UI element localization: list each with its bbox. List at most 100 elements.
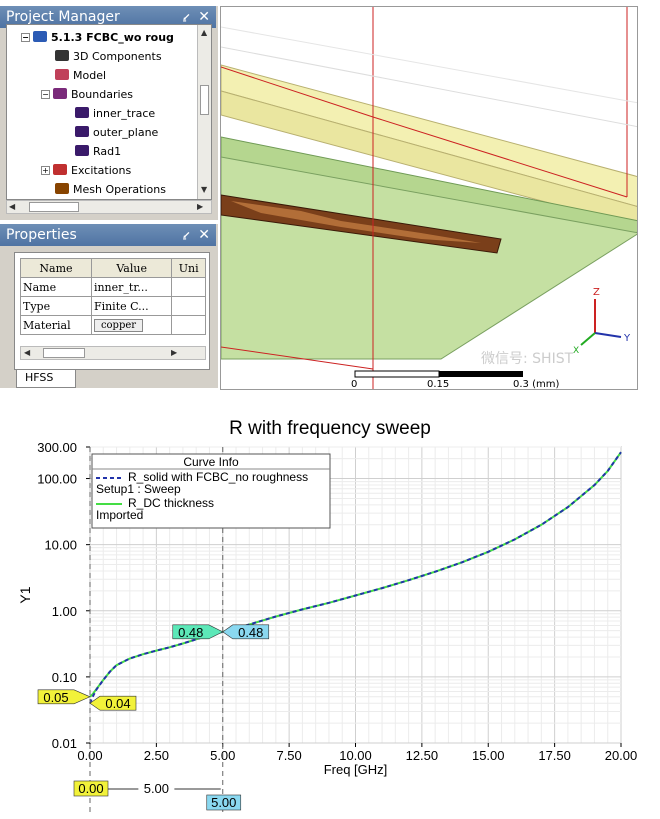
- boundaries-icon: [53, 88, 67, 99]
- legend-entry: R_solid with FCBC_no roughness: [128, 470, 308, 484]
- tab-hfss[interactable]: HFSS: [16, 370, 76, 388]
- tree-vertical-scrollbar[interactable]: ▲ ▼: [197, 25, 211, 199]
- legend-box: [91, 453, 331, 529]
- expander-icon[interactable]: −: [41, 90, 50, 99]
- x-axis-label: Freq [GHz]: [324, 762, 388, 777]
- properties-title: Properties: [6, 227, 77, 243]
- prop-name: Type: [20, 296, 92, 316]
- properties-titlebar: Properties ⭹ ✕: [0, 224, 216, 246]
- x-tick-label: 2.50: [144, 748, 169, 763]
- tree-item[interactable]: outer_plane: [75, 124, 158, 142]
- scale-tick: 0.3 (mm): [513, 379, 559, 390]
- legend-entry-sub: Imported: [96, 508, 143, 522]
- tree-item[interactable]: Model: [55, 67, 106, 85]
- scroll-right-icon[interactable]: ▶: [197, 202, 204, 211]
- prop-name: Material: [20, 315, 92, 335]
- close-icon[interactable]: ✕: [198, 9, 210, 25]
- column-header-name[interactable]: Name: [20, 258, 92, 278]
- y-axis: [594, 332, 622, 338]
- tree-item-label: Mesh Operations: [73, 183, 166, 196]
- expander-icon[interactable]: +: [41, 166, 50, 175]
- tree-item-label: 5.1.3 FCBC_wo roug: [51, 31, 174, 44]
- x-axis-label: X: [573, 346, 579, 356]
- legend-title: Curve Info: [183, 455, 239, 469]
- scroll-right-icon[interactable]: ▶: [171, 348, 178, 357]
- project-manager-title: Project Manager: [6, 9, 120, 25]
- box-edge: [372, 116, 628, 198]
- tree-item[interactable]: inner_trace: [75, 105, 155, 123]
- table-row[interactable]: Name inner_tr...: [20, 277, 206, 297]
- boundary-icon: [75, 145, 89, 156]
- tree-item[interactable]: − 5.1.3 FCBC_wo roug: [21, 29, 174, 47]
- modeler-viewport[interactable]: Z Y X 微信号: SHIST 0 0.15 0.3 (mm): [220, 6, 638, 390]
- properties-hscrollbar[interactable]: ◀ ▶: [20, 346, 206, 360]
- marker-label: 0.05: [43, 690, 68, 705]
- scale-tick: 0: [351, 379, 357, 390]
- tree-item[interactable]: Mesh Operations: [55, 181, 166, 199]
- scroll-thumb[interactable]: [200, 85, 209, 115]
- box-edge: [221, 346, 374, 370]
- tree-item-label: 3D Components: [73, 50, 162, 63]
- y-tick-label: 10.00: [44, 538, 77, 553]
- x-tick-label: 7.50: [276, 748, 301, 763]
- prop-unit: [171, 315, 206, 335]
- components-icon: [55, 50, 69, 61]
- tree-item[interactable]: Rad1: [75, 143, 121, 161]
- z-axis-label: Z: [593, 287, 600, 298]
- trace-highlight: [231, 201, 481, 243]
- x-axis: [580, 332, 596, 346]
- y-axis-label: Y1: [17, 586, 33, 603]
- tree-item-label: Rad1: [93, 145, 122, 158]
- table-row[interactable]: Material copper: [20, 315, 206, 335]
- project-icon: [33, 31, 47, 42]
- marker-flag: [89, 695, 137, 711]
- scroll-left-icon[interactable]: ◀: [9, 202, 16, 211]
- scroll-up-icon[interactable]: ▲: [201, 28, 208, 37]
- properties-table: Name Value Uni Name inner_tr... Type Fin…: [20, 258, 206, 335]
- close-icon[interactable]: ✕: [198, 227, 210, 243]
- substrate-top: [221, 64, 637, 207]
- marker-label: 0.04: [105, 696, 130, 711]
- material-button[interactable]: copper: [93, 319, 144, 332]
- grid-line: [221, 26, 637, 104]
- geometry-drawing: Z Y X 微信号: SHIST 0 0.15 0.3 (mm): [221, 7, 637, 390]
- marker-flag: [172, 624, 224, 640]
- marker-label: 0.48: [178, 625, 203, 640]
- prop-value-cell: copper: [90, 315, 173, 335]
- pin-icon[interactable]: ⭹: [182, 228, 190, 242]
- hscroll-thumb[interactable]: [43, 348, 85, 358]
- marker-flag: [37, 689, 91, 705]
- plane-top: [221, 156, 637, 360]
- table-row[interactable]: Type Finite C...: [20, 296, 206, 316]
- delta-label: 5.00: [144, 781, 169, 796]
- project-tree[interactable]: ▲ ▼ − 5.1.3 FCBC_wo roug 3D Components Mode…: [6, 24, 212, 200]
- boundary-icon: [75, 107, 89, 118]
- substrate-side: [221, 90, 637, 227]
- scroll-down-icon[interactable]: ▼: [201, 185, 208, 194]
- marker-flag: [222, 624, 270, 640]
- hscroll-thumb[interactable]: [29, 202, 79, 212]
- tree-item[interactable]: 3D Components: [55, 48, 162, 66]
- x-tick-label: 12.50: [406, 748, 439, 763]
- series-line: [89, 451, 622, 704]
- tree-item-label: outer_plane: [93, 126, 159, 139]
- scroll-left-icon[interactable]: ◀: [24, 348, 31, 357]
- tree-item[interactable]: − Boundaries: [41, 86, 133, 104]
- x-tick-label: 20.00: [605, 748, 638, 763]
- expander-icon[interactable]: −: [21, 33, 30, 42]
- project-manager-titlebar: Project Manager ⭹ ✕: [0, 6, 216, 28]
- marker-label: 0.48: [238, 625, 263, 640]
- scale-bar-dark: [439, 371, 523, 377]
- scale-tick: 0.15: [427, 379, 449, 390]
- x-tick-label: 15.00: [472, 748, 505, 763]
- tree-horizontal-scrollbar[interactable]: ◀ ▶: [6, 200, 212, 214]
- grid-line: [221, 46, 637, 128]
- tree-item-label: Excitations: [71, 164, 132, 177]
- x-marker-label: 5.00: [211, 795, 236, 810]
- boundary-icon: [75, 126, 89, 137]
- tree-item[interactable]: + Excitations: [41, 162, 131, 180]
- delta-label-bg: [138, 781, 175, 796]
- watermark: 微信号: SHIST: [481, 351, 574, 367]
- box-edge: [221, 66, 374, 118]
- pin-icon[interactable]: ⭹: [182, 10, 190, 24]
